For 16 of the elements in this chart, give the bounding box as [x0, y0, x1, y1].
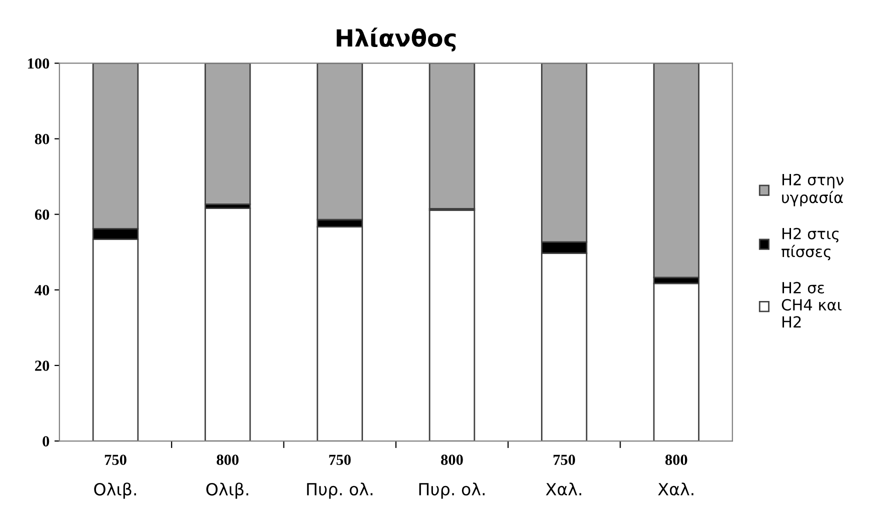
y-tick-label: 100 — [28, 58, 50, 69]
x-tick-label: 750 Ολιβ. — [94, 454, 136, 499]
x-tick-label: 800 Πυρ. ολ. — [419, 454, 485, 499]
x-tick-label: 800 Χαλ. — [658, 454, 694, 496]
chart-title: Ηλίανθος — [336, 28, 456, 52]
legend-label: H2 στις πίσσες — [782, 228, 839, 260]
x-tick-label: 800 Ολιβ. — [206, 454, 248, 499]
x-tick-label: 750 Χαλ. — [546, 454, 582, 496]
y-tick-label: 80 — [34, 134, 50, 144]
y-tick-label: 40 — [34, 285, 50, 296]
legend-label: H2 στην υγρασία — [782, 174, 844, 206]
y-tick-label: 0 — [42, 436, 50, 446]
y-tick-label: 20 — [35, 360, 50, 371]
legend-label: H2 σε CH4 και H2 — [782, 282, 842, 328]
y-tick-label: 60 — [34, 209, 50, 220]
x-tick-label: 750 Πυρ. ολ. — [307, 454, 372, 499]
